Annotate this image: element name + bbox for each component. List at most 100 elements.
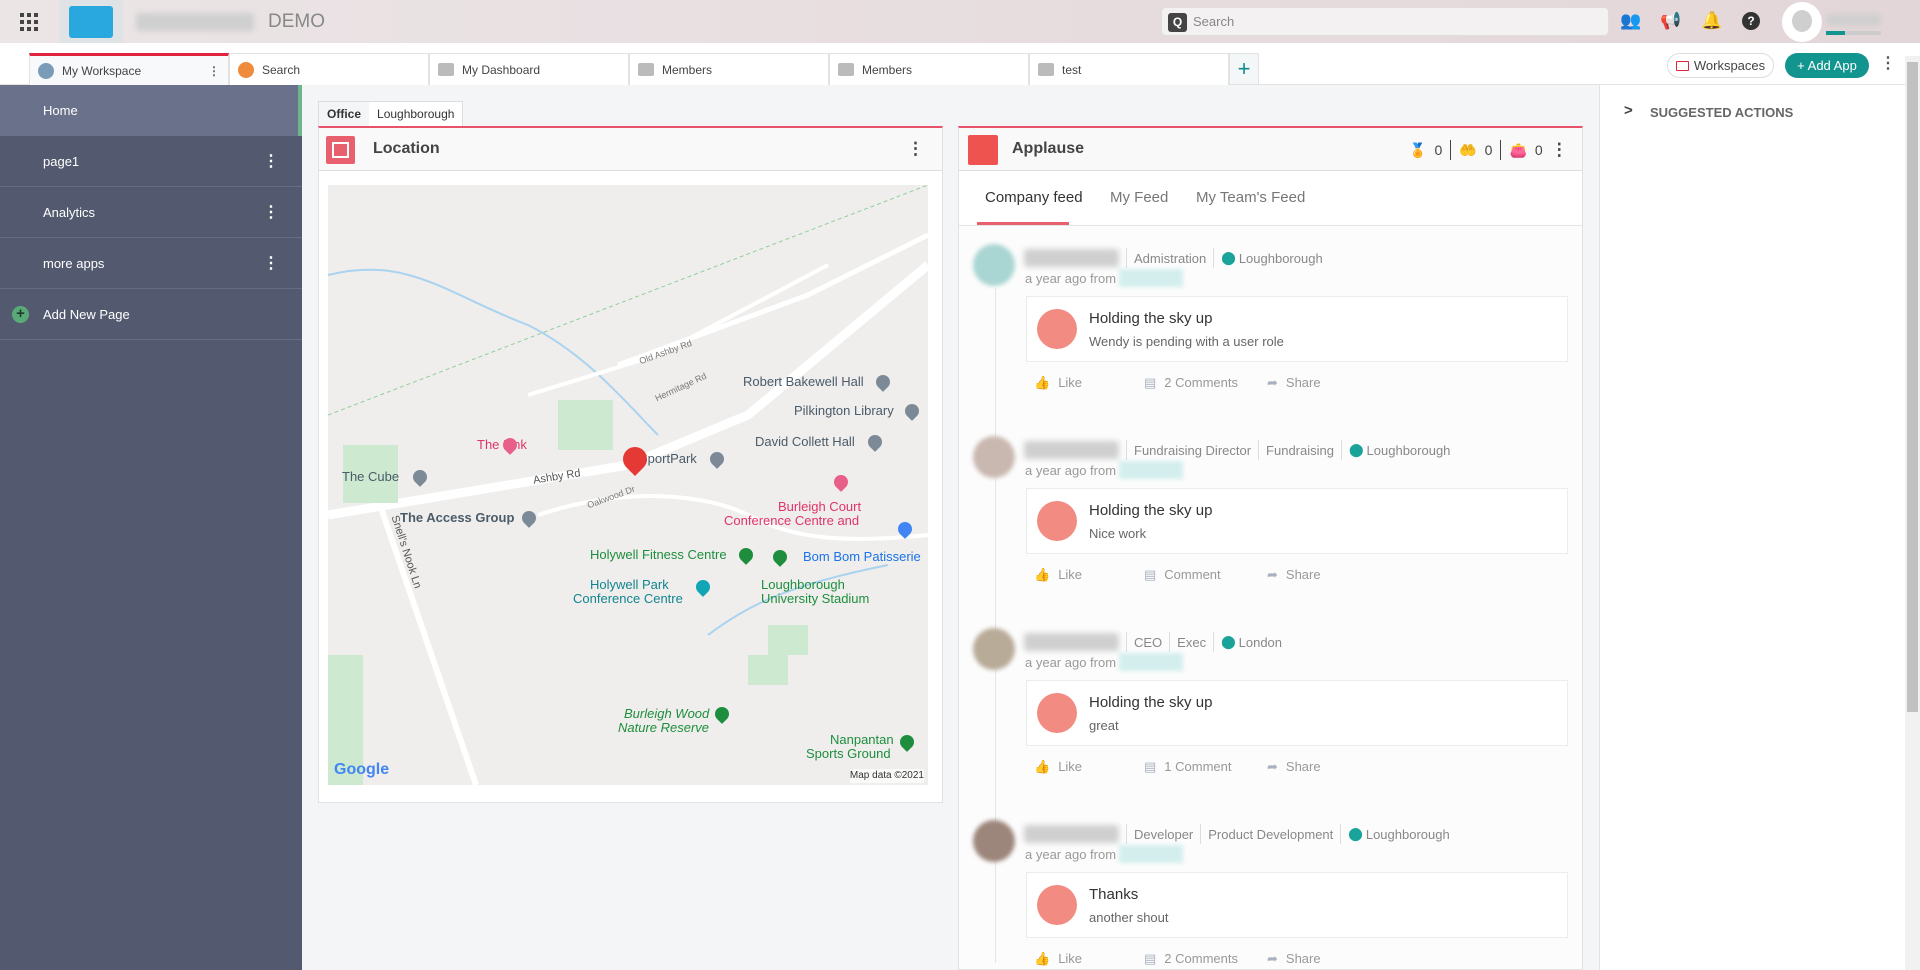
applause-message: Thanks another shout <box>1026 872 1568 938</box>
comment-button[interactable]: ▤ 2 Comments <box>1144 951 1238 967</box>
kebab-icon[interactable]: ⋮ <box>263 204 279 221</box>
applause-text: great <box>1089 718 1119 733</box>
map-label: Robert Bakewell Hall <box>743 374 864 389</box>
applause-message: Holding the sky up great <box>1026 680 1568 746</box>
people-icon[interactable]: 👥 <box>1620 11 1642 30</box>
chevron-right-icon[interactable]: > <box>1624 102 1633 119</box>
tab-my-feed[interactable]: My Feed <box>1110 189 1169 206</box>
like-button[interactable]: 👍 Like <box>1034 759 1082 775</box>
feed-item: Admistration ⬤ Loughborough a year ago fr… <box>959 244 1579 391</box>
map-label: The Cube <box>342 469 400 484</box>
active-tab-indicator <box>977 222 1069 225</box>
like-label: Like <box>1058 759 1083 774</box>
avatar[interactable] <box>973 628 1015 670</box>
sidebar-item-more-apps[interactable]: more apps ⋮ <box>0 238 302 289</box>
tab-my-dashboard[interactable]: My Dashboard <box>429 53 629 85</box>
comment-button[interactable]: ▤ 2 Comments <box>1144 375 1238 391</box>
kebab-icon[interactable]: ⋮ <box>1550 140 1568 159</box>
share-button[interactable]: ➦ Share <box>1267 567 1321 583</box>
app-grid-icon[interactable] <box>20 13 38 31</box>
thumbs-up-icon: 👍 <box>1034 375 1051 390</box>
give-heart-icon: 🤲 <box>1459 141 1477 158</box>
avatar[interactable] <box>973 244 1015 286</box>
share-label: Share <box>1285 375 1321 390</box>
avatar[interactable] <box>973 820 1015 862</box>
feed-tabs: Company feed My Feed My Team's Feed <box>959 171 1582 226</box>
map-label: Loughborough <box>761 577 845 592</box>
kebab-icon[interactable]: ⋮ <box>907 139 924 158</box>
thumbs-up-icon: 👍 <box>1034 759 1051 774</box>
like-button[interactable]: 👍 Like <box>1034 951 1082 967</box>
user-name-blurred[interactable] <box>1024 441 1119 459</box>
tab-label: Members <box>662 62 713 77</box>
tab-my-teams-feed[interactable]: My Team's Feed <box>1196 189 1306 206</box>
sender-blurred[interactable] <box>1119 653 1184 671</box>
like-button[interactable]: 👍 Like <box>1034 375 1082 391</box>
feed-meta: CEO Exec ⬤ London <box>1024 632 1282 652</box>
kebab-icon[interactable]: ⋮ <box>263 153 279 170</box>
sender-blurred[interactable] <box>1119 461 1184 479</box>
tab-label: Members <box>862 62 913 77</box>
logo[interactable] <box>59 0 123 43</box>
sidebar-item-home[interactable]: Home <box>0 85 302 136</box>
tab-members[interactable]: Members <box>629 53 829 85</box>
add-app-button[interactable]: + Add App <box>1785 53 1869 78</box>
tab-label: My Workspace <box>62 63 142 78</box>
tab-company-feed[interactable]: Company feed <box>985 189 1083 206</box>
card-title: Applause <box>1012 140 1085 157</box>
tab-search[interactable]: Search <box>229 53 429 85</box>
tab-label: My Dashboard <box>462 62 541 77</box>
user-name-blurred[interactable] <box>1024 825 1119 843</box>
thumbs-up-icon: 👍 <box>1034 951 1051 966</box>
megaphone-icon[interactable]: 📢 <box>1660 11 1682 30</box>
kebab-icon[interactable]: ⋮ <box>208 63 220 78</box>
tab-test[interactable]: test <box>1029 53 1229 85</box>
comment-button[interactable]: ▤ Comment <box>1144 567 1221 583</box>
like-button[interactable]: 👍 Like <box>1034 567 1082 583</box>
user-avatar[interactable] <box>1782 2 1822 42</box>
department: Admistration <box>1134 250 1207 266</box>
time-text: a year ago from <box>1025 846 1117 862</box>
comment-button[interactable]: ▤ 1 Comment <box>1144 759 1232 775</box>
tab-loughborough[interactable]: Loughborough <box>377 107 455 121</box>
search-input[interactable]: Q Search <box>1161 7 1609 36</box>
time-text: a year ago from <box>1025 462 1117 478</box>
tab-office[interactable]: Office <box>319 102 370 126</box>
sidebar-item-analytics[interactable]: Analytics ⋮ <box>0 187 302 238</box>
scrollbar[interactable] <box>1905 56 1920 970</box>
share-button[interactable]: ➦ Share <box>1267 951 1321 967</box>
suggested-actions-title[interactable]: SUGGESTED ACTIONS <box>1650 105 1794 120</box>
role: Developer <box>1134 826 1194 842</box>
bell-icon[interactable]: 🔔 <box>1701 11 1723 30</box>
feed-meta: Admistration ⬤ Loughborough <box>1024 248 1323 268</box>
sidebar-item-page1[interactable]: page1 ⋮ <box>0 136 302 187</box>
applause-text: another shout <box>1089 910 1169 925</box>
share-button[interactable]: ➦ Share <box>1267 375 1321 391</box>
tab-my-workspace[interactable]: My Workspace ⋮ <box>29 53 229 85</box>
add-tab-button[interactable]: + <box>1229 53 1259 85</box>
avatar[interactable] <box>973 436 1015 478</box>
workspaces-button[interactable]: Workspaces <box>1667 53 1774 78</box>
feed-item: CEO Exec ⬤ London a year ago from Holding… <box>959 628 1579 775</box>
help-icon[interactable]: ? <box>1742 12 1760 30</box>
location-pin-icon: ⬤ <box>1348 442 1364 457</box>
like-label: Like <box>1058 567 1083 582</box>
workspace-icon <box>38 62 54 79</box>
role: CEO <box>1134 634 1163 650</box>
sender-blurred[interactable] <box>1119 269 1184 287</box>
given-count: 0 <box>1484 142 1493 158</box>
user-name-blurred[interactable] <box>1024 633 1119 651</box>
sender-blurred[interactable] <box>1119 845 1184 863</box>
tab-members-2[interactable]: Members <box>829 53 1029 85</box>
more-options-icon[interactable]: ⋮ <box>1880 55 1896 72</box>
map-label: University Stadium <box>761 591 870 606</box>
share-button[interactable]: ➦ Share <box>1267 759 1321 775</box>
user-name-blurred <box>1826 14 1881 26</box>
map[interactable]: The Link SportPark The Cube Ashby Rd The… <box>328 185 928 785</box>
department: Product Development <box>1208 826 1334 842</box>
map-attribution[interactable]: Map data ©2021 <box>849 769 924 783</box>
user-name-blurred[interactable] <box>1024 249 1119 267</box>
timeline-line <box>995 288 996 963</box>
kebab-icon[interactable]: ⋮ <box>263 255 279 272</box>
add-new-page-button[interactable]: + Add New Page <box>0 289 302 340</box>
